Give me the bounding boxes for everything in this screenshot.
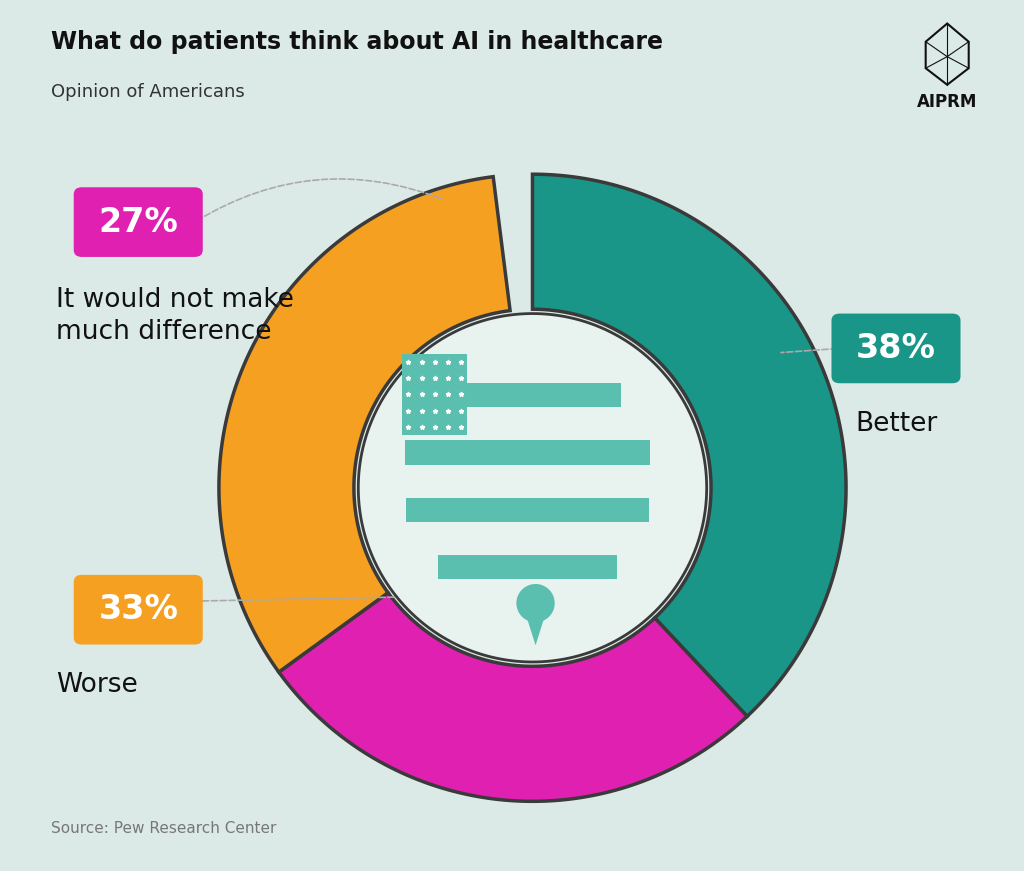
Text: 38%: 38% bbox=[856, 332, 936, 365]
Text: Source: Pew Research Center: Source: Pew Research Center bbox=[51, 821, 276, 836]
Text: Better: Better bbox=[855, 411, 937, 437]
Text: What do patients think about AI in healthcare: What do patients think about AI in healt… bbox=[51, 30, 664, 55]
Polygon shape bbox=[438, 555, 616, 579]
Polygon shape bbox=[279, 592, 748, 801]
FancyBboxPatch shape bbox=[74, 187, 203, 257]
Polygon shape bbox=[516, 584, 555, 622]
Text: 33%: 33% bbox=[98, 593, 178, 626]
Text: Opinion of Americans: Opinion of Americans bbox=[51, 83, 245, 101]
FancyBboxPatch shape bbox=[831, 314, 961, 383]
Polygon shape bbox=[402, 354, 652, 604]
Polygon shape bbox=[404, 441, 650, 465]
Polygon shape bbox=[402, 354, 467, 436]
Polygon shape bbox=[358, 314, 707, 662]
Text: 27%: 27% bbox=[98, 206, 178, 239]
Polygon shape bbox=[524, 609, 547, 645]
Text: It would not make
much difference: It would not make much difference bbox=[56, 287, 294, 346]
FancyBboxPatch shape bbox=[74, 575, 203, 645]
Polygon shape bbox=[406, 497, 649, 522]
Polygon shape bbox=[434, 383, 621, 408]
Text: AIPRM: AIPRM bbox=[918, 93, 977, 111]
Polygon shape bbox=[219, 177, 510, 672]
Text: Worse: Worse bbox=[56, 672, 138, 699]
Polygon shape bbox=[532, 174, 846, 716]
